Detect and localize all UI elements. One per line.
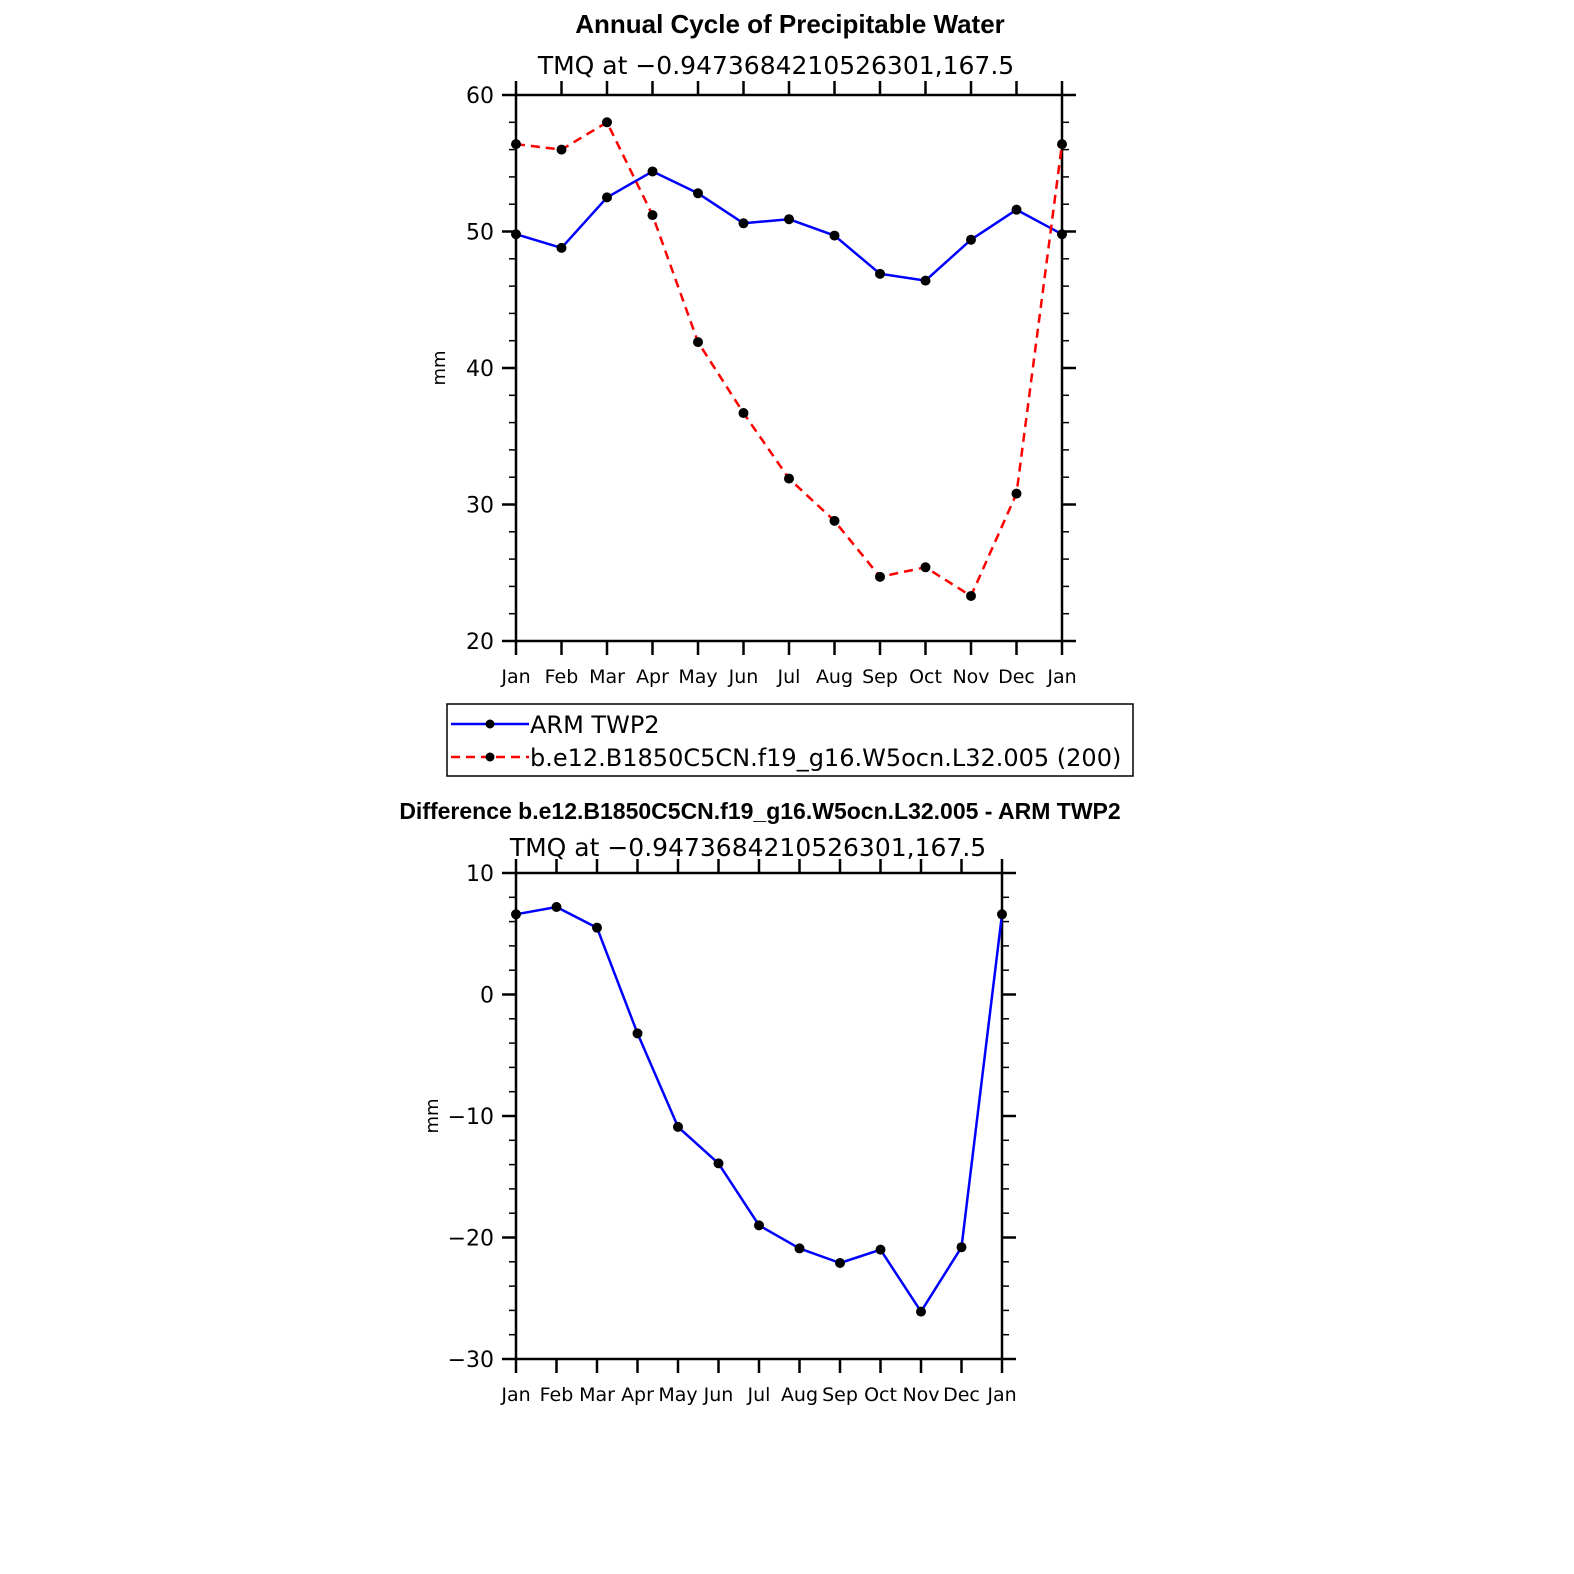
chart2-plot: −30 −20 −10 0 10 Jan Feb Mar Apr May Jun Jul Aug Sep O…	[448, 859, 1017, 1406]
chart1-xtick-label: Jan	[1046, 666, 1076, 688]
chart1-ytick-label: 60	[466, 84, 494, 109]
chart1-series-1-point	[784, 473, 794, 484]
chart1-series-0-point	[647, 166, 658, 177]
chart1-xtick-label: Apr	[636, 666, 669, 688]
chart1-xtick-label: Dec	[998, 666, 1035, 688]
chart1-xtick-label: Aug	[816, 666, 853, 688]
chart1-series-1-point	[1011, 488, 1022, 499]
chart1-series-1-point	[602, 117, 612, 128]
chart1-series-1-point	[511, 139, 521, 150]
chart2-series-0-point	[632, 1028, 643, 1039]
chart2-xtick-label: Jan	[986, 1384, 1016, 1406]
chart1-series-0-point	[602, 192, 612, 203]
chart1-series-0-point	[875, 268, 885, 279]
chart1-series-0-point	[511, 229, 521, 240]
chart2-series-0-point	[511, 909, 521, 920]
chart2-xtick-label: Sep	[822, 1384, 858, 1406]
chart2-xtick-label: Jan	[500, 1384, 530, 1406]
chart2-ylabel: mm	[422, 1098, 443, 1133]
chart1-series-1-point	[647, 210, 658, 221]
chart1-series-0-point	[1011, 204, 1022, 215]
chart2-xtick-label: Aug	[781, 1384, 818, 1406]
chart1-series-0-point	[738, 218, 749, 229]
chart2-series-0-point	[551, 902, 562, 913]
legend: ARM TWP2 b.e12.B1850C5CN.f19_g16.W5ocn.L…	[446, 703, 1134, 777]
chart1-xtick-label: Jun	[728, 666, 759, 688]
chart1-frame	[514, 93, 1064, 643]
chart2-subtitle: TMQ at −0.9473684210526301,167.5	[509, 833, 986, 862]
chart1-series-1-point	[1057, 139, 1067, 150]
chart1-series-line-1	[515, 121, 1064, 598]
chart2-series-0-point	[673, 1121, 683, 1132]
chart2-series-0-point	[997, 909, 1007, 920]
chart2-xtick-label: Mar	[579, 1384, 615, 1406]
chart1-subtitle: TMQ at −0.9473684210526301,167.5	[537, 51, 1014, 80]
legend-label-model: b.e12.B1850C5CN.f19_g16.W5ocn.L32.005 (2…	[530, 744, 1121, 772]
chart2-title: Difference b.e12.B1850C5CN.f19_g16.W5ocn…	[399, 798, 1120, 824]
chart1-xtick-label: Nov	[952, 666, 989, 688]
chart2-xtick-label: Nov	[902, 1384, 939, 1406]
chart1-series-0-point	[829, 230, 840, 241]
chart2-xtick-label: Apr	[621, 1384, 654, 1406]
chart1-xtick-label: Feb	[545, 666, 579, 688]
chart1-series-1-point	[829, 515, 840, 526]
chart1-ytick-label: 40	[466, 357, 494, 382]
chart1-ytick-label: 30	[466, 494, 494, 519]
chart2-series-0-point	[713, 1158, 724, 1169]
chart1-series-1-point	[920, 562, 931, 573]
chart1-series-0-point	[920, 275, 931, 286]
chart2-frame	[514, 871, 1004, 1361]
chart2-xtick-label: Feb	[540, 1384, 574, 1406]
chart2-xtick-label: Jul	[747, 1384, 771, 1406]
chart1-series-line-0	[515, 170, 1063, 282]
chart1-xtick-label: Oct	[909, 666, 942, 688]
chart1-series-0-point	[966, 234, 976, 245]
chart2-series-0-point	[835, 1258, 845, 1269]
chart2-xtick-label: Jun	[703, 1384, 734, 1406]
chart1-series-0-point	[784, 214, 794, 225]
chart1-title: Annual Cycle of Precipitable Water	[575, 9, 1005, 39]
chart1-xtick-label: Sep	[862, 666, 898, 688]
chart1-series-0-point	[556, 242, 567, 253]
chart1-series-1-point	[693, 337, 703, 348]
chart1-ytick-label: 20	[466, 630, 494, 655]
chart1-series-1-point	[738, 408, 749, 419]
chart1-xtick-label: May	[678, 666, 717, 688]
chart2-series-0-point	[956, 1242, 967, 1253]
chart2-series-0-point	[794, 1243, 805, 1254]
chart1-series-1-point	[966, 590, 976, 601]
chart2-ytick-label: 10	[466, 862, 494, 887]
chart2-series-line-0	[515, 905, 1004, 1313]
chart1-series-1-point	[556, 144, 567, 155]
chart2-series-0-point	[592, 922, 602, 933]
chart2-ytick-label: −10	[448, 1105, 494, 1130]
chart1-ytick-label: 50	[466, 221, 494, 246]
chart2-series-0-point	[916, 1306, 926, 1317]
chart1-xtick-label: Jul	[777, 666, 801, 688]
legend-marker-model	[485, 752, 495, 762]
chart1-xtick-label: Jan	[500, 666, 530, 688]
chart1-series-0-point	[693, 188, 703, 199]
chart2-xtick-label: May	[658, 1384, 697, 1406]
chart2-ytick-label: −30	[448, 1348, 494, 1373]
legend-marker-obs	[485, 719, 495, 729]
legend-label-obs: ARM TWP2	[530, 711, 660, 739]
chart2-series-0-point	[875, 1244, 886, 1255]
chart1-xtick-label: Mar	[589, 666, 625, 688]
chart1-ylabel: mm	[429, 350, 450, 385]
chart2-xtick-label: Oct	[864, 1384, 897, 1406]
chart2-series-0-point	[754, 1220, 764, 1231]
chart2-xtick-label: Dec	[943, 1384, 980, 1406]
chart1-series-0-point	[1057, 229, 1067, 240]
chart2-ytick-label: −20	[448, 1227, 494, 1252]
chart1-series-1-point	[875, 571, 885, 582]
chart1-plot: 20 30 40 50 60 Jan Feb Mar Apr May Jun Jul Aug Sep Oct…	[466, 81, 1077, 688]
legend-box	[446, 703, 1134, 777]
chart2-ytick-label: 0	[480, 984, 494, 1009]
